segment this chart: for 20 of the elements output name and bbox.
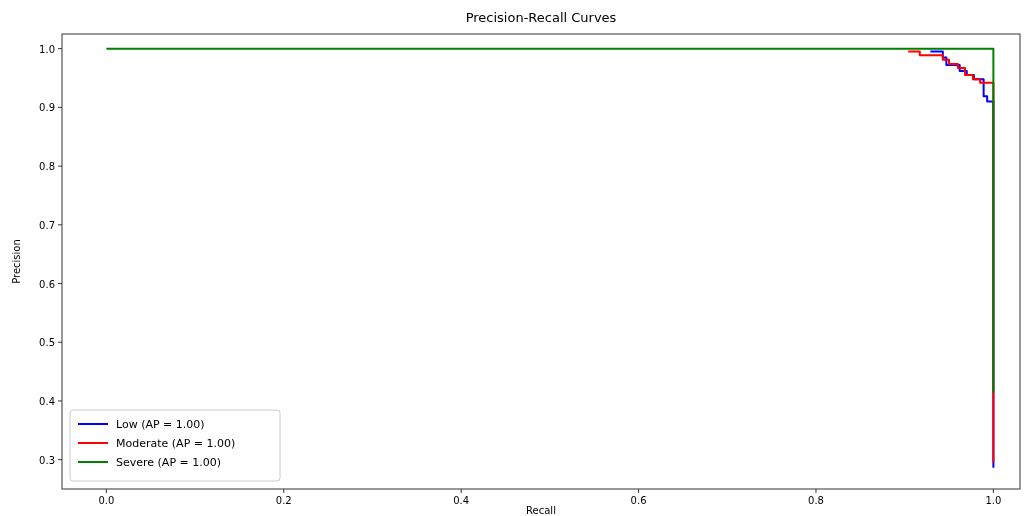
chart-title: Precision-Recall Curves: [465, 10, 617, 25]
y-tick-label: 1.0: [39, 43, 55, 55]
x-axis-title: Recall: [526, 505, 556, 516]
y-tick-label: 0.7: [39, 219, 55, 231]
x-tick-label: 0.6: [630, 495, 647, 506]
x-tick-label: 1.0: [985, 495, 1002, 506]
y-tick-label: 0.3: [39, 454, 55, 466]
y-tick-label: 0.4: [39, 395, 55, 407]
legend-label: Severe (AP = 1.00): [116, 456, 222, 469]
y-tick-label: 0.6: [39, 278, 55, 290]
legend-label: Low (AP = 1.00): [116, 418, 205, 431]
x-tick-label: 0.8: [808, 495, 824, 506]
x-tick-label: 0.2: [275, 495, 292, 506]
y-axis-title: Precision: [11, 239, 22, 284]
x-tick-label: 0.4: [453, 495, 470, 506]
x-tick-label: 0.0: [98, 495, 115, 506]
y-tick-label: 0.9: [39, 102, 55, 114]
y-tick-label: 0.8: [39, 161, 55, 173]
y-tick-label: 0.5: [39, 337, 55, 349]
legend-label: Moderate (AP = 1.00): [116, 437, 236, 450]
